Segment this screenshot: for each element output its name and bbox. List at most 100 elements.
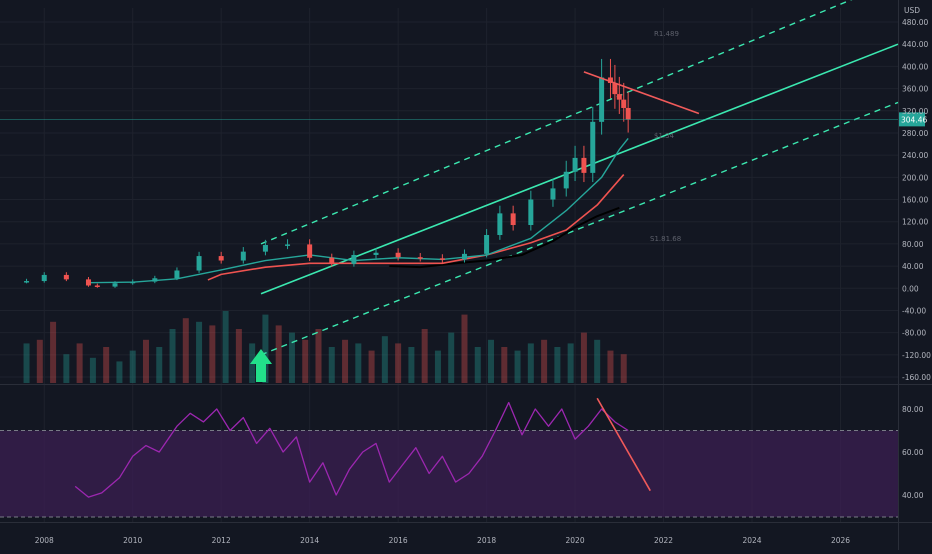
channel-lower-line[interactable]: [260, 101, 899, 356]
price-tick-label: -160.00: [902, 373, 931, 382]
time-tick-label: 2016: [389, 536, 408, 545]
annotation-top-value: R1.489: [654, 30, 679, 38]
candle-body: [196, 256, 202, 271]
volume-bar: [275, 325, 282, 383]
candle-body: [373, 252, 379, 255]
candle-body: [484, 235, 490, 254]
rsi-line: [74, 401, 629, 498]
currency-label: USD: [904, 6, 920, 15]
volume-bar: [142, 339, 149, 383]
price-tick-label: 80.00: [902, 240, 924, 249]
volume-bar: [355, 343, 362, 383]
time-tick-label: 2012: [212, 536, 231, 545]
volume-bar: [235, 329, 242, 383]
volume-bar: [302, 339, 309, 383]
channel-upper-line[interactable]: [260, 0, 898, 245]
volume-bar: [381, 336, 388, 383]
volume-bar: [488, 339, 495, 383]
volume-bar: [395, 343, 402, 383]
volume-bar: [209, 325, 216, 383]
annotation-low-value: S1.81.68: [650, 235, 681, 243]
candle-body: [174, 270, 180, 279]
volume-bar: [527, 343, 534, 383]
candle-body: [41, 274, 47, 282]
volume-bar: [222, 311, 229, 383]
candle-body: [497, 213, 503, 235]
candle-body: [607, 77, 613, 84]
time-tick-label: 2026: [831, 536, 850, 545]
candle-body: [262, 244, 268, 252]
candle-body: [599, 77, 605, 122]
candle-body: [621, 99, 627, 108]
candle-body: [590, 121, 596, 173]
time-tick-label: 2020: [566, 536, 585, 545]
candle-body: [218, 256, 224, 261]
volume-bar: [103, 347, 110, 383]
channel-mid-line[interactable]: [260, 43, 899, 295]
price-tick-label: -80.00: [902, 329, 926, 338]
candle-body: [625, 107, 631, 120]
volume-bar: [315, 329, 322, 383]
rsi-tick-label: 80.00: [902, 405, 924, 414]
volume-bar: [580, 332, 587, 383]
candle-body: [528, 199, 534, 226]
candle-body: [351, 254, 357, 264]
current-price-tag: [899, 112, 925, 127]
volume-bar: [89, 357, 96, 383]
candle-body: [152, 278, 158, 282]
price-tick-label: 280.00: [902, 129, 928, 138]
time-tick-label: 2008: [35, 536, 54, 545]
volume-bar: [594, 339, 601, 383]
volume-bar: [434, 350, 441, 383]
candle-body: [461, 253, 467, 260]
time-tick-label: 2010: [123, 536, 142, 545]
volume-bar: [620, 354, 627, 383]
price-tick-label: 360.00: [902, 85, 928, 94]
price-tick-label: 440.00: [902, 40, 928, 49]
volume-bar: [50, 321, 57, 383]
volume-bar: [182, 318, 189, 383]
candle-body: [94, 285, 100, 287]
volume-bar: [23, 343, 30, 383]
price-tick-label: 200.00: [902, 173, 928, 182]
resistance-line[interactable]: [583, 71, 700, 115]
candle-body: [439, 258, 445, 260]
volume-bar: [156, 347, 163, 383]
sma-long-line: [389, 206, 620, 269]
volume-bar: [116, 361, 123, 383]
candle-body: [85, 279, 91, 286]
rsi-band: [0, 430, 898, 517]
volume-bar: [196, 321, 203, 383]
volume-bar: [474, 347, 481, 383]
candle-body: [612, 83, 618, 95]
volume-bar: [288, 332, 295, 383]
up-arrow-icon: [249, 349, 272, 382]
price-tick-label: 40.00: [902, 262, 924, 271]
candle-body: [329, 257, 335, 264]
volume-bar: [554, 347, 561, 383]
volume-bar: [36, 339, 43, 383]
candle-body: [307, 244, 313, 258]
candle-body: [63, 274, 69, 280]
candle-body: [581, 157, 587, 173]
price-tick-label: 160.00: [902, 196, 928, 205]
current-price-label: 304.46: [901, 115, 927, 124]
volume-bar: [607, 350, 614, 383]
candle-body: [572, 157, 578, 172]
volume-bar: [368, 350, 375, 383]
price-tick-label: -120.00: [902, 351, 931, 360]
candle-body: [112, 283, 118, 287]
candle-body: [616, 94, 622, 100]
rsi-divergence-line[interactable]: [596, 397, 651, 492]
volume-bar: [461, 314, 468, 383]
volume-bar: [448, 332, 455, 383]
candle-body: [240, 251, 246, 261]
time-tick-label: 2018: [477, 536, 496, 545]
candle-body: [550, 188, 556, 200]
sma-slow-line: [207, 174, 625, 281]
volume-bar: [514, 350, 521, 383]
volume-bar: [408, 347, 415, 383]
candle-body: [395, 252, 401, 258]
